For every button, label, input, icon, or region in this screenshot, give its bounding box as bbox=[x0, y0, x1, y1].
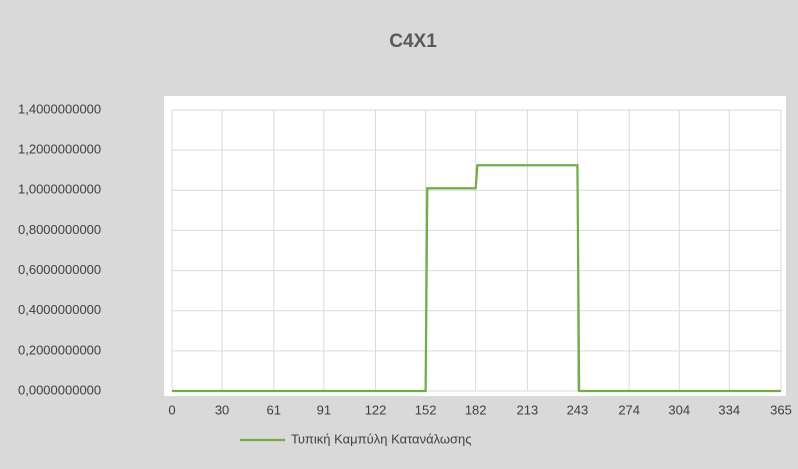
legend-label: Τυπική Καμπύλη Κατανάλωσης bbox=[291, 431, 472, 446]
y-tick-label: 0,4000000000 bbox=[18, 302, 101, 317]
x-tick-label: 182 bbox=[465, 402, 487, 417]
x-tick-label: 213 bbox=[517, 402, 539, 417]
y-tick-label: 1,0000000000 bbox=[18, 182, 101, 197]
x-tick-label: 243 bbox=[567, 402, 589, 417]
x-tick-label: 274 bbox=[618, 402, 640, 417]
x-tick-label: 152 bbox=[415, 402, 437, 417]
x-tick-label: 122 bbox=[365, 402, 387, 417]
y-tick-label: 0,6000000000 bbox=[18, 262, 101, 277]
y-tick-label: 0,2000000000 bbox=[18, 342, 101, 357]
y-tick-label: 1,4000000000 bbox=[18, 101, 101, 116]
x-tick-label: 61 bbox=[267, 402, 281, 417]
plot-area bbox=[164, 96, 786, 396]
data-line bbox=[172, 164, 781, 393]
x-tick-label: 365 bbox=[770, 402, 792, 417]
x-tick-label: 0 bbox=[168, 402, 175, 417]
y-tick-label: 0,0000000000 bbox=[18, 382, 101, 397]
x-tick-label: 30 bbox=[215, 402, 229, 417]
chart-title: C4X1 bbox=[389, 31, 437, 52]
x-tick-label: 304 bbox=[668, 402, 690, 417]
x-tick-label: 91 bbox=[317, 402, 331, 417]
x-tick-label: 334 bbox=[718, 402, 740, 417]
y-tick-label: 0,8000000000 bbox=[18, 222, 101, 237]
y-tick-label: 1,2000000000 bbox=[18, 142, 101, 157]
